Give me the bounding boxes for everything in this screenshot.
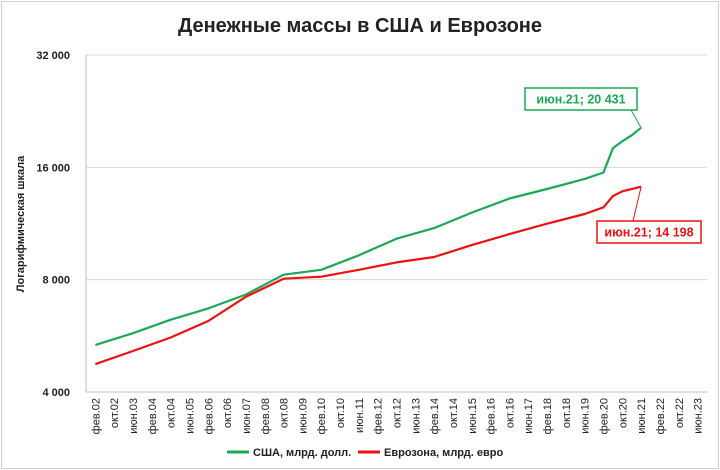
x-tick-label: фев.10 [316, 398, 328, 434]
x-tick-label: июн.11 [354, 398, 366, 433]
annotation-box [596, 220, 702, 244]
x-tick-label: фев.14 [429, 398, 441, 434]
x-tick-label: фев.04 [147, 398, 159, 434]
legend: США, млрд. долл. Еврозона, млрд. евро [227, 447, 503, 459]
annotation-leader [632, 186, 642, 222]
x-tick-label: окт.16 [504, 398, 516, 428]
x-tick-label: фев.12 [373, 398, 385, 434]
y-tick-label: 32 000 [36, 50, 70, 62]
annotations: июн.21; 20 431 июн.21; 14 198 [524, 87, 702, 244]
legend-label: Еврозона, млрд. евро [384, 447, 503, 459]
legend-label: США, млрд. долл. [253, 447, 351, 459]
series-lines [95, 126, 642, 366]
x-tick-label: окт.02 [109, 398, 121, 428]
series-line-usa [95, 126, 642, 346]
x-tick-label: окт.06 [222, 398, 234, 428]
x-tick-label: фев.18 [542, 398, 554, 434]
x-tick-label: фев.16 [486, 398, 498, 434]
x-tick-label: июн.19 [580, 398, 592, 434]
y-tick-label: 4 000 [42, 387, 70, 399]
x-tick-label: июн.07 [241, 398, 253, 434]
y-axis-ticks: 4 000 8 000 16 000 32 000 [36, 50, 70, 399]
x-tick-label: июн.15 [467, 398, 479, 434]
grid-lines [85, 54, 707, 393]
x-tick-label: окт.10 [335, 398, 347, 428]
series-line-eurozone [95, 185, 642, 366]
chart-title: Денежные массы в США и Еврозоне [178, 15, 542, 37]
x-tick-label: окт.20 [617, 398, 629, 428]
x-tick-label: фев.08 [260, 398, 272, 434]
x-tick-label: фев.06 [203, 398, 215, 434]
x-tick-label: окт.12 [392, 398, 404, 428]
y-tick-label: 8 000 [42, 275, 70, 287]
x-tick-label: июн.05 [185, 398, 197, 434]
annotation-box [524, 87, 638, 111]
y-tick-label: 16 000 [36, 162, 70, 174]
x-tick-label: июн.17 [523, 398, 535, 434]
x-tick-label: июн.03 [128, 398, 140, 434]
x-tick-label: окт.08 [279, 398, 291, 428]
y-axis-label: Логарифмическая шкала [15, 155, 27, 292]
x-tick-label: июн.21 [636, 398, 648, 434]
annotation-label: июн.21; 20 431 [536, 93, 625, 107]
x-axis-ticks: фев.02 окт.02 июн.03 фев.04 окт.04 июн.05 фев.… [90, 398, 704, 434]
x-tick-label: июн.23 [693, 398, 705, 434]
x-tick-label: фев.22 [655, 398, 667, 434]
x-tick-label: окт.22 [674, 398, 686, 428]
annotation-leader [630, 109, 642, 128]
x-tick-label: окт.04 [166, 398, 178, 428]
x-tick-label: июн.09 [297, 398, 309, 434]
x-tick-label: фев.20 [599, 398, 611, 434]
x-tick-label: окт.14 [448, 398, 460, 428]
x-tick-label: фев.02 [90, 398, 102, 434]
annotation-label: июн.21; 14 198 [604, 226, 693, 240]
x-tick-label: окт.18 [561, 398, 573, 428]
x-tick-label: июн.13 [410, 398, 422, 434]
